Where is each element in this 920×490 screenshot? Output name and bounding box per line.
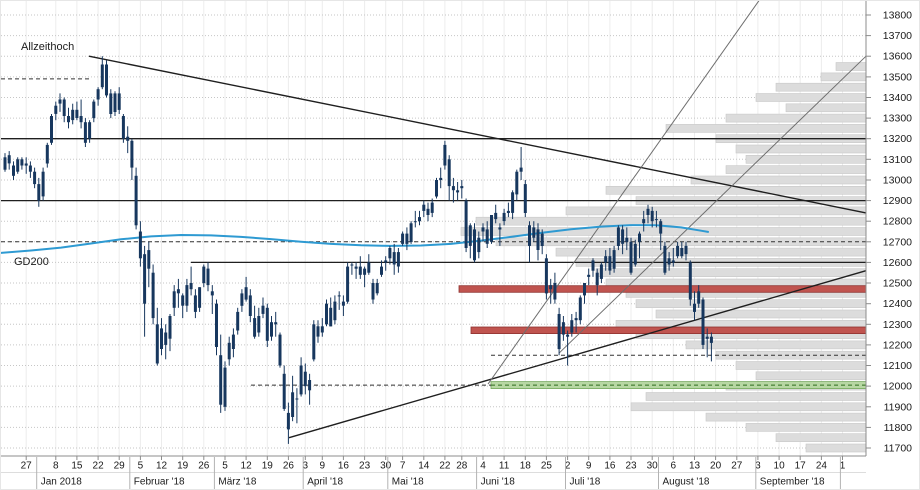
- y-axis: 13800 13700 13600 13500 13400 13300 13200 13100…: [865, 1, 913, 456]
- svg-text:19: 19: [177, 461, 189, 472]
- svg-text:29: 29: [114, 461, 126, 472]
- svg-text:2: 2: [565, 461, 571, 472]
- svg-text:12: 12: [241, 461, 253, 472]
- svg-text:22: 22: [439, 461, 451, 472]
- svg-text:13700: 13700: [883, 30, 912, 42]
- x-axis: 27 8 15 22 29 5 12 19 26 5 12 19 26 3 9 16 23 30 7 14 22 28 4 1…: [1, 455, 866, 489]
- svg-text:11900: 11900: [884, 401, 913, 413]
- svg-text:9: 9: [320, 461, 326, 472]
- svg-text:16: 16: [604, 461, 616, 472]
- svg-text:11700: 11700: [884, 443, 913, 455]
- svg-text:Juni '18: Juni '18: [481, 477, 516, 488]
- svg-text:3: 3: [303, 461, 309, 472]
- svg-text:5: 5: [138, 461, 144, 472]
- svg-text:Jan 2018: Jan 2018: [41, 477, 83, 488]
- svg-text:13600: 13600: [883, 51, 912, 63]
- svg-text:25: 25: [541, 461, 553, 472]
- svg-text:19: 19: [262, 461, 274, 472]
- svg-text:4: 4: [480, 461, 486, 472]
- gd200-line: [1, 224, 709, 254]
- svg-text:22: 22: [93, 461, 105, 472]
- svg-text:10: 10: [774, 461, 786, 472]
- svg-text:11: 11: [499, 461, 510, 472]
- svg-text:9: 9: [586, 461, 592, 472]
- svg-text:13100: 13100: [883, 154, 912, 166]
- svg-text:16: 16: [338, 461, 350, 472]
- svg-text:20: 20: [710, 461, 722, 472]
- svg-text:26: 26: [283, 461, 295, 472]
- svg-text:12200: 12200: [883, 339, 912, 351]
- svg-text:13000: 13000: [883, 175, 912, 187]
- svg-text:13500: 13500: [883, 71, 912, 83]
- svg-text:12800: 12800: [883, 216, 912, 228]
- candles: [3, 56, 713, 444]
- svg-text:13800: 13800: [883, 10, 912, 22]
- svg-text:12900: 12900: [883, 195, 912, 207]
- svg-text:18: 18: [520, 461, 532, 472]
- svg-text:12400: 12400: [883, 298, 912, 310]
- svg-text:12100: 12100: [883, 360, 912, 372]
- svg-text:Februar '18: Februar '18: [134, 477, 185, 488]
- svg-text:7: 7: [400, 461, 406, 472]
- svg-text:24: 24: [816, 461, 828, 472]
- svg-text:11800: 11800: [884, 422, 913, 434]
- svg-text:12000: 12000: [883, 381, 912, 393]
- svg-text:30: 30: [380, 461, 392, 472]
- svg-text:13: 13: [689, 461, 701, 472]
- svg-text:14: 14: [418, 461, 430, 472]
- svg-text:September '18: September '18: [760, 477, 825, 488]
- svg-text:27: 27: [21, 461, 33, 472]
- svg-text:12700: 12700: [883, 236, 912, 248]
- svg-text:März '18: März '18: [218, 477, 256, 488]
- svg-text:23: 23: [359, 461, 371, 472]
- svg-text:5: 5: [222, 461, 228, 472]
- svg-text:April '18: April '18: [307, 477, 343, 488]
- svg-text:15: 15: [71, 461, 83, 472]
- svg-text:1: 1: [840, 461, 846, 472]
- svg-text:30: 30: [647, 461, 659, 472]
- svg-text:12300: 12300: [883, 319, 912, 331]
- trend-lines: [88, 1, 867, 439]
- svg-text:13300: 13300: [883, 113, 912, 125]
- svg-text:27: 27: [731, 461, 743, 472]
- svg-text:6: 6: [671, 461, 677, 472]
- svg-text:28: 28: [456, 461, 468, 472]
- svg-text:12600: 12600: [883, 257, 912, 269]
- svg-text:3: 3: [755, 461, 761, 472]
- svg-text:Mai '18: Mai '18: [392, 477, 424, 488]
- svg-text:17: 17: [795, 461, 807, 472]
- svg-text:12: 12: [156, 461, 168, 472]
- svg-text:13200: 13200: [883, 133, 912, 145]
- horizontal-levels: [1, 78, 866, 386]
- svg-text:13400: 13400: [883, 92, 912, 104]
- svg-text:12500: 12500: [883, 278, 912, 290]
- svg-text:August '18: August '18: [663, 477, 710, 488]
- svg-text:8: 8: [53, 461, 59, 472]
- svg-text:23: 23: [625, 461, 637, 472]
- svg-text:Juli '18: Juli '18: [570, 477, 601, 488]
- svg-text:26: 26: [198, 461, 210, 472]
